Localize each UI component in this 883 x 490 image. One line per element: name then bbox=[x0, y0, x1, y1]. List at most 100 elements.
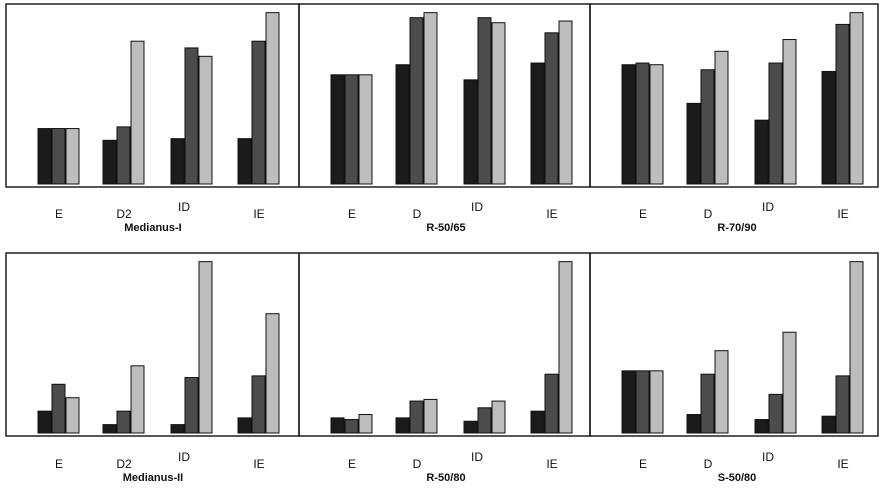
bar-e-series-2 bbox=[51, 383, 66, 434]
panel-frame bbox=[589, 3, 879, 188]
x-tick-label: E bbox=[639, 207, 647, 221]
x-tick-label: E bbox=[348, 457, 356, 471]
x-tick-label: E bbox=[348, 207, 356, 221]
bar-d-series-1 bbox=[686, 102, 701, 185]
x-tick-label: D bbox=[413, 457, 422, 471]
bar-id-series-3 bbox=[782, 331, 797, 434]
x-tick-label: IE bbox=[253, 457, 264, 471]
bar-d2-series-1 bbox=[102, 139, 117, 185]
bar-e-series-1 bbox=[37, 128, 52, 185]
panel-title: Medianus-I bbox=[124, 222, 181, 234]
bar-e-series-2 bbox=[635, 370, 650, 434]
x-tick-label: ID bbox=[471, 450, 483, 464]
bar-e-series-3 bbox=[65, 128, 80, 185]
bar-ie-series-1 bbox=[821, 415, 836, 434]
bar-ie-series-2 bbox=[835, 23, 850, 185]
bar-d-series-3 bbox=[423, 12, 438, 185]
x-tick-label: ID bbox=[762, 200, 774, 214]
bar-id-series-2 bbox=[477, 17, 492, 185]
bar-id-series-2 bbox=[477, 407, 492, 434]
bar-ie-series-3 bbox=[265, 12, 280, 185]
bar-d2-series-2 bbox=[116, 126, 131, 185]
bar-ie-series-3 bbox=[558, 20, 573, 185]
bar-d2-series-3 bbox=[130, 365, 145, 434]
bar-e-series-1 bbox=[330, 74, 345, 185]
bar-ie-series-3 bbox=[558, 261, 573, 434]
bar-id-series-3 bbox=[491, 400, 506, 434]
panel-6: E D ID IE S-50/80 bbox=[589, 252, 879, 484]
panel-title: Medianus-II bbox=[123, 472, 184, 484]
bar-ie-series-2 bbox=[544, 32, 559, 185]
bar-d2-series-1 bbox=[102, 424, 117, 434]
x-tick-label: ID bbox=[178, 450, 190, 464]
x-tick-label: IE bbox=[546, 457, 557, 471]
bar-id-series-1 bbox=[754, 419, 769, 434]
x-tick-label: IE bbox=[253, 207, 264, 221]
bar-d-series-3 bbox=[423, 398, 438, 434]
x-tick-label: ID bbox=[178, 200, 190, 214]
bar-ie-series-3 bbox=[849, 12, 864, 185]
bar-id-series-2 bbox=[184, 377, 199, 434]
x-tick-label: E bbox=[55, 207, 63, 221]
panel-frame bbox=[589, 252, 879, 437]
bar-ie-series-1 bbox=[237, 138, 252, 185]
bar-ie-series-2 bbox=[251, 40, 266, 185]
bar-id-series-2 bbox=[768, 62, 783, 185]
bar-e-series-3 bbox=[649, 370, 664, 434]
bar-ie-series-1 bbox=[237, 417, 252, 434]
x-tick-label: IE bbox=[546, 207, 557, 221]
bar-ie-series-2 bbox=[251, 375, 266, 434]
bar-d-series-2 bbox=[409, 17, 424, 185]
bar-ie-series-3 bbox=[265, 313, 280, 434]
bar-d-series-3 bbox=[714, 350, 729, 434]
panel-title: R-50/65 bbox=[426, 222, 465, 234]
x-tick-label: E bbox=[55, 457, 63, 471]
x-tick-label: IE bbox=[837, 207, 848, 221]
bar-id-series-3 bbox=[198, 55, 213, 185]
bar-e-series-1 bbox=[621, 64, 636, 185]
bar-d2-series-2 bbox=[116, 410, 131, 434]
bar-e-series-3 bbox=[358, 74, 373, 185]
panel-3: E D ID IE R-70/90 bbox=[589, 3, 879, 234]
bar-id-series-3 bbox=[491, 22, 506, 185]
panel-2: E D ID IE R-50/65 bbox=[298, 3, 591, 234]
x-tick-label: IE bbox=[837, 457, 848, 471]
bar-id-series-2 bbox=[184, 47, 199, 185]
bar-ie-series-3 bbox=[849, 261, 864, 434]
panel-4: E D2 ID IE Medianus-II bbox=[5, 252, 300, 484]
bar-id-series-1 bbox=[170, 138, 185, 185]
bar-ie-series-2 bbox=[544, 373, 559, 434]
bar-id-series-3 bbox=[782, 39, 797, 185]
bar-ie-series-1 bbox=[530, 62, 545, 185]
panel-title: R-70/90 bbox=[717, 222, 756, 234]
panel-title: R-50/80 bbox=[426, 472, 465, 484]
x-tick-label: ID bbox=[762, 450, 774, 464]
bar-e-series-3 bbox=[649, 64, 664, 185]
bar-id-series-1 bbox=[463, 79, 478, 185]
bar-e-series-1 bbox=[330, 417, 345, 434]
bar-d-series-2 bbox=[700, 69, 715, 185]
bar-e-series-2 bbox=[344, 74, 359, 185]
bar-e-series-2 bbox=[344, 419, 359, 434]
bar-ie-series-2 bbox=[835, 375, 850, 434]
bar-d-series-2 bbox=[700, 373, 715, 434]
x-tick-label: E bbox=[639, 457, 647, 471]
bar-e-series-1 bbox=[621, 370, 636, 434]
x-tick-label: D bbox=[413, 207, 422, 221]
bar-e-series-1 bbox=[37, 410, 52, 434]
bar-ie-series-1 bbox=[530, 410, 545, 434]
bar-id-series-3 bbox=[198, 261, 213, 434]
bar-d-series-1 bbox=[395, 417, 410, 434]
x-tick-label: D bbox=[704, 207, 713, 221]
bar-id-series-2 bbox=[768, 393, 783, 434]
bar-e-series-3 bbox=[358, 414, 373, 434]
bar-ie-series-1 bbox=[821, 70, 836, 185]
bar-d2-series-3 bbox=[130, 40, 145, 185]
panel-5: E D ID IE R-50/80 bbox=[298, 252, 591, 484]
bar-id-series-1 bbox=[463, 420, 478, 434]
panel-title: S-50/80 bbox=[718, 472, 757, 484]
bar-d-series-2 bbox=[409, 400, 424, 434]
bar-e-series-3 bbox=[65, 397, 80, 434]
bar-e-series-2 bbox=[51, 128, 66, 185]
